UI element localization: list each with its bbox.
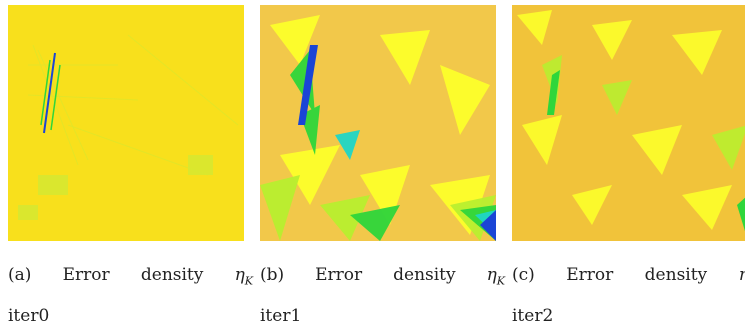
caption-iteration: iter2 bbox=[512, 306, 554, 326]
caption-tag: (c) bbox=[512, 265, 535, 285]
caption-tag: (a) bbox=[8, 265, 32, 285]
caption-a: (a) Error density ηK bbox=[8, 265, 253, 287]
panel-a: (a) Error density ηK iter0 bbox=[0, 0, 253, 332]
caption-word-error: Error bbox=[315, 265, 363, 285]
caption-word-density: density bbox=[644, 265, 708, 285]
caption-tag: (b) bbox=[260, 265, 285, 285]
caption-word-density: density bbox=[140, 265, 204, 285]
caption-c: (c) Error density ηK bbox=[512, 265, 745, 287]
caption-symbol: ηK bbox=[486, 265, 505, 288]
error-density-plot-iter0 bbox=[8, 5, 244, 241]
error-density-plot-iter2 bbox=[512, 5, 745, 241]
error-density-plot-iter1 bbox=[260, 5, 496, 241]
caption-word-error: Error bbox=[62, 265, 110, 285]
panel-b: (b) Error density ηK iter1 bbox=[252, 0, 505, 332]
caption-b: (b) Error density ηK bbox=[260, 265, 505, 287]
caption-symbol: ηK bbox=[234, 265, 253, 288]
caption-word-density: density bbox=[393, 265, 456, 285]
panel-c: (c) Error density ηK iter2 bbox=[504, 0, 745, 332]
caption-iteration: iter1 bbox=[260, 306, 302, 326]
caption-symbol: ηK bbox=[739, 265, 745, 287]
caption-word-error: Error bbox=[566, 265, 614, 285]
caption-iteration: iter0 bbox=[8, 306, 50, 326]
